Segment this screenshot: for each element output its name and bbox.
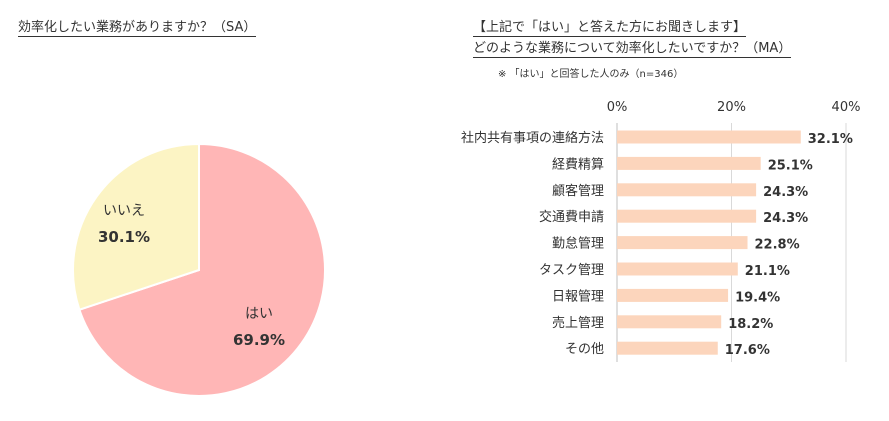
- value-label-7: 18.2%: [728, 317, 773, 332]
- value-label-6: 19.4%: [735, 290, 780, 305]
- value-label-5: 21.1%: [745, 264, 790, 279]
- pie-slice-1: [72, 142, 200, 311]
- bar-2: [617, 183, 757, 197]
- category-label-8: その他: [565, 342, 604, 357]
- bar-6: [617, 288, 729, 302]
- category-label-0: 社内共有事項の連絡方法: [461, 130, 604, 146]
- bar-chart-title-line1: 【上記で「はい」と答えた方にお聞きします】: [473, 20, 747, 37]
- category-label-2: 顧客管理: [552, 183, 604, 199]
- pie-category-label-0: はい: [245, 306, 273, 322]
- value-label-4: 22.8%: [755, 238, 800, 253]
- pie-value-label-0: 69.9%: [233, 331, 285, 349]
- bar-7: [617, 315, 722, 329]
- x-tick-label-1: 20%: [717, 100, 746, 115]
- category-label-3: 交通費申請: [539, 209, 604, 225]
- bar-chart-note: ※ 「はい」と回答した人のみ（n=346）: [498, 69, 684, 80]
- pie-slice-0: [78, 142, 326, 397]
- category-label-7: 売上管理: [552, 315, 604, 331]
- x-tick-label-2: 40%: [832, 100, 861, 115]
- bar-4: [617, 236, 748, 250]
- pie-chart-title: 効率化したい業務がありますか？（SA）: [18, 20, 257, 37]
- value-label-3: 24.3%: [763, 211, 808, 226]
- bar-chart-title-line2: どのような業務について効率化したいですか？（MA）: [473, 41, 792, 58]
- bar-1: [617, 156, 761, 170]
- category-label-4: 勤怠管理: [552, 236, 604, 252]
- category-label-5: タスク管理: [539, 263, 604, 278]
- bar-5: [617, 262, 738, 276]
- pie-category-label-1: いいえ: [103, 203, 145, 219]
- bar-0: [617, 130, 801, 144]
- category-label-1: 経費精算: [552, 157, 604, 172]
- pie-value-label-1: 30.1%: [98, 228, 150, 246]
- value-label-1: 25.1%: [768, 158, 813, 173]
- value-label-2: 24.3%: [763, 185, 808, 200]
- value-label-0: 32.1%: [808, 132, 853, 147]
- value-label-8: 17.6%: [725, 343, 770, 358]
- x-tick-label-0: 0%: [607, 100, 628, 115]
- bar-3: [617, 209, 757, 223]
- bar-8: [617, 341, 718, 355]
- category-label-6: 日報管理: [552, 289, 604, 304]
